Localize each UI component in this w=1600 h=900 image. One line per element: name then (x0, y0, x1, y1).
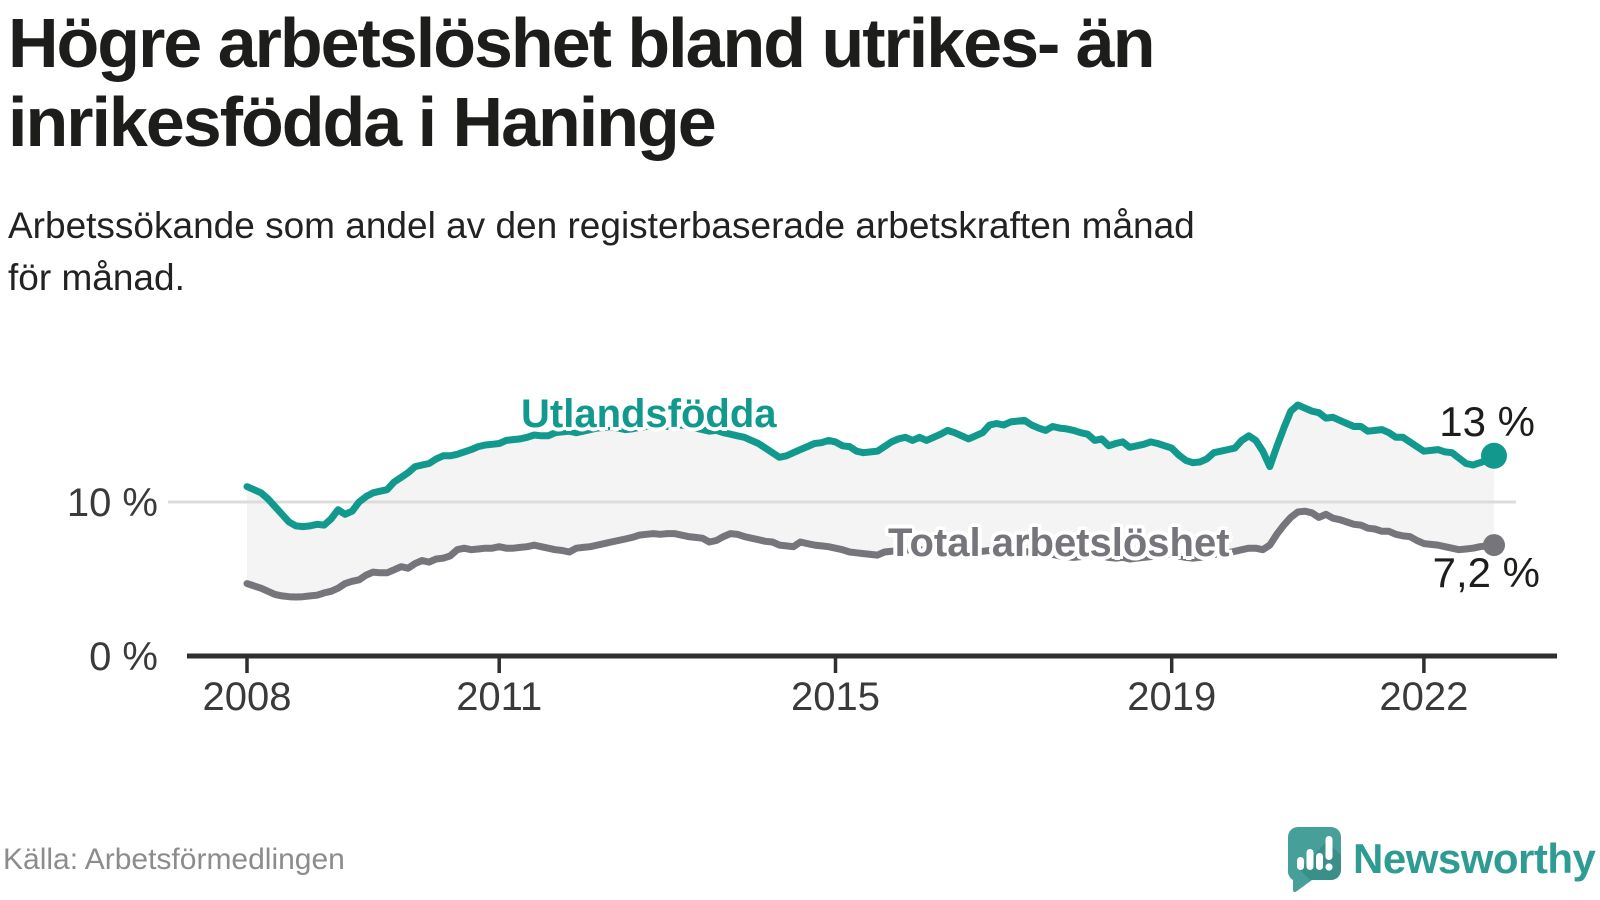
x-tick-2019 (1169, 656, 1174, 673)
series-line-utlandsfodda (243, 401, 1498, 531)
newsworthy-bars-icon (1287, 827, 1341, 892)
newsworthy-logo: Newsworthy (1286, 826, 1596, 892)
x-tick-2022 (1422, 656, 1426, 673)
x-tick-2008 (245, 656, 249, 673)
end-value-label-total: 7,2 % (1432, 549, 1540, 596)
series-label-utlandsfodda: Utlandsfödda (521, 392, 777, 436)
x-tick-label-2011: 2011 (456, 675, 542, 719)
title-line-1: Högre arbetslöshet bland utrikes- än (8, 4, 1155, 82)
y-tick-label-0: 0 % (89, 635, 158, 679)
end-dot-total (1483, 534, 1505, 557)
page-title: Högre arbetslöshet bland utrikes- än inr… (8, 4, 1155, 162)
x-tick-2011 (497, 656, 501, 673)
x-axis-line (187, 653, 1557, 659)
x-tick-label-2019: 2019 (1127, 675, 1216, 719)
series-line-total (243, 507, 1498, 601)
x-tick-label-2022: 2022 (1379, 675, 1468, 719)
source-note: Källa: Arbetsförmedlingen (3, 843, 345, 876)
logo-wordmark: Newsworthy (1353, 835, 1596, 882)
series-label-total-arbetsloshet: Total arbetslöshet (888, 521, 1230, 565)
x-tick-2015 (833, 656, 838, 673)
subtitle-line-2: för månad. (8, 256, 185, 298)
title-line-2: inrikesfödda i Haninge (8, 83, 717, 162)
chart-subtitle: Arbetssökande som andel av den registerb… (8, 200, 1195, 304)
x-tick-label-2015: 2015 (791, 675, 880, 719)
end-value-label-utlandsfodda: 13 % (1439, 398, 1535, 445)
subtitle-line-1: Arbetssökande som andel av den registerb… (8, 205, 1195, 246)
y-tick-label-10: 10 % (67, 481, 158, 525)
end-dot-utlandsfodda (1481, 442, 1507, 469)
x-tick-label-2008: 2008 (203, 675, 292, 719)
